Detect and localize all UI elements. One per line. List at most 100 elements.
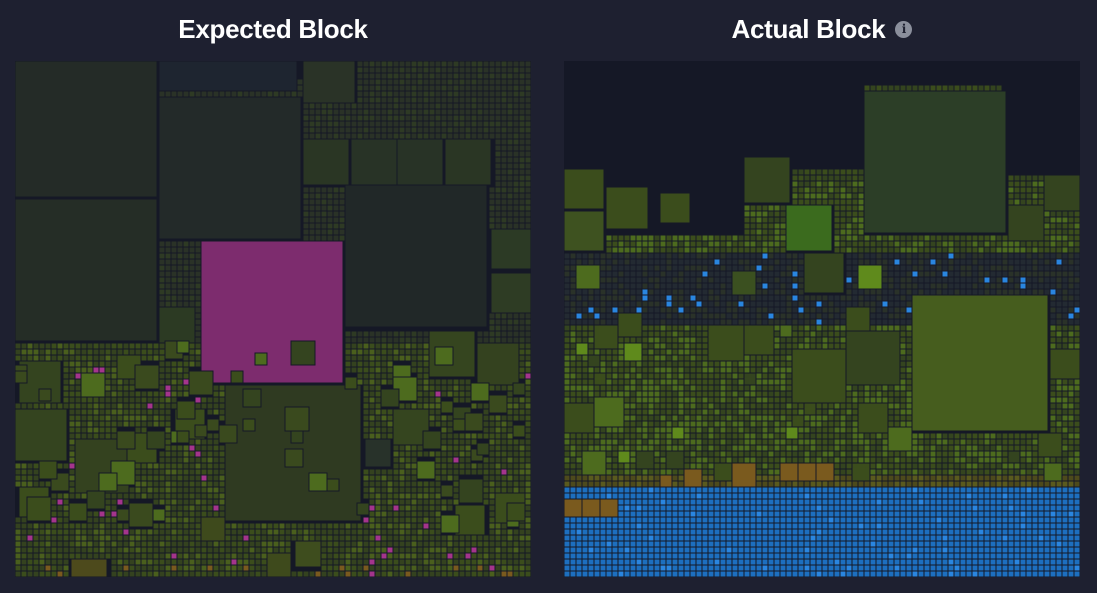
tx-cell[interactable] xyxy=(1073,234,1080,242)
tx-cell[interactable] xyxy=(725,378,733,386)
tx-cell[interactable] xyxy=(1013,276,1021,284)
tx-cell[interactable] xyxy=(611,366,619,374)
tx-cell[interactable] xyxy=(593,294,601,302)
tx-cell[interactable] xyxy=(176,534,184,542)
tx-cell[interactable] xyxy=(212,456,220,464)
tx-cell[interactable] xyxy=(1067,234,1075,242)
tx-cell[interactable] xyxy=(476,84,484,92)
tx-cell[interactable] xyxy=(791,312,799,320)
tx-cell[interactable] xyxy=(368,432,376,440)
tx-cell[interactable] xyxy=(899,402,907,410)
tx-cell[interactable] xyxy=(653,450,661,458)
tx-cell[interactable] xyxy=(851,300,859,308)
tx-cell[interactable] xyxy=(815,300,823,308)
tx-cell[interactable] xyxy=(791,456,799,464)
tx-cell[interactable] xyxy=(374,414,382,422)
tx-block[interactable] xyxy=(434,346,454,366)
tx-cell[interactable] xyxy=(116,396,124,404)
tx-cell[interactable] xyxy=(446,96,454,104)
tx-cell[interactable] xyxy=(809,438,817,446)
tx-cell[interactable] xyxy=(935,252,943,260)
tx-cell[interactable] xyxy=(368,330,376,338)
tx-cell[interactable] xyxy=(761,258,769,266)
tx-cell[interactable] xyxy=(86,546,94,554)
tx-cell[interactable] xyxy=(683,378,691,386)
tx-cell[interactable] xyxy=(320,564,328,572)
tx-cell[interactable] xyxy=(476,534,484,542)
tx-cell[interactable] xyxy=(374,552,382,560)
tx-cell[interactable] xyxy=(56,492,64,500)
tx-cell[interactable] xyxy=(350,564,358,572)
tx-cell[interactable] xyxy=(587,348,595,356)
tx-cell[interactable] xyxy=(512,210,520,218)
tx-cell[interactable] xyxy=(623,240,631,248)
tx-cell[interactable] xyxy=(839,330,847,338)
tx-cell[interactable] xyxy=(671,318,679,326)
tx-cell[interactable] xyxy=(731,414,739,422)
tx-cell[interactable] xyxy=(701,282,709,290)
tx-cell[interactable] xyxy=(929,270,937,278)
tx-cell[interactable] xyxy=(797,186,805,194)
tx-cell[interactable] xyxy=(110,396,118,404)
tx-cell[interactable] xyxy=(809,300,817,308)
tx-cell[interactable] xyxy=(422,342,430,350)
tx-cell[interactable] xyxy=(1049,210,1057,218)
tx-cell[interactable] xyxy=(512,126,520,134)
tx-cell[interactable] xyxy=(410,61,418,68)
tx-cell[interactable] xyxy=(611,450,619,458)
tx-cell[interactable] xyxy=(500,528,508,536)
tx-cell[interactable] xyxy=(707,408,715,416)
tx-cell[interactable] xyxy=(15,558,22,566)
tx-cell[interactable] xyxy=(332,534,340,542)
tx-cell[interactable] xyxy=(146,462,154,470)
tx-cell[interactable] xyxy=(665,432,673,440)
tx-cell[interactable] xyxy=(809,174,817,182)
tx-cell[interactable] xyxy=(1049,330,1057,338)
tx-cell[interactable] xyxy=(74,396,82,404)
tx-cell[interactable] xyxy=(512,198,520,206)
tx-cell[interactable] xyxy=(500,138,508,146)
tx-cell[interactable] xyxy=(587,258,595,266)
tx-cell[interactable] xyxy=(641,348,649,356)
tx-cell[interactable] xyxy=(725,252,733,260)
tx-cell[interactable] xyxy=(80,366,88,374)
tx-cell[interactable] xyxy=(494,486,502,494)
tx-cell[interactable] xyxy=(356,78,364,86)
tx-cell[interactable] xyxy=(755,414,763,422)
tx-cell[interactable] xyxy=(773,372,781,380)
tx-cell[interactable] xyxy=(206,552,214,560)
tx-cell[interactable] xyxy=(683,252,691,260)
tx-cell[interactable] xyxy=(677,252,685,260)
tx-cell[interactable] xyxy=(404,96,412,104)
tx-cell[interactable] xyxy=(464,552,472,560)
tx-cell[interactable] xyxy=(677,378,685,386)
tx-cell[interactable] xyxy=(833,336,841,344)
tx-cell[interactable] xyxy=(791,282,799,290)
tx-cell[interactable] xyxy=(464,444,472,452)
tx-cell[interactable] xyxy=(92,360,100,368)
tx-cell[interactable] xyxy=(410,522,418,530)
tx-cell[interactable] xyxy=(839,222,847,230)
tx-cell[interactable] xyxy=(959,246,967,254)
tx-cell[interactable] xyxy=(845,300,853,308)
tx-cell[interactable] xyxy=(464,564,472,572)
tx-cell[interactable] xyxy=(386,492,394,500)
tx-cell[interactable] xyxy=(194,264,202,272)
tx-cell[interactable] xyxy=(599,348,607,356)
tx-cell[interactable] xyxy=(86,510,94,518)
tx-cell[interactable] xyxy=(1049,378,1057,386)
tx-cell[interactable] xyxy=(194,312,202,320)
tx-cell[interactable] xyxy=(68,396,76,404)
tx-block[interactable] xyxy=(803,252,845,294)
tx-cell[interactable] xyxy=(851,234,859,242)
tx-cell[interactable] xyxy=(983,270,991,278)
tx-cell[interactable] xyxy=(146,534,154,542)
tx-cell[interactable] xyxy=(707,456,715,464)
tx-cell[interactable] xyxy=(773,234,781,242)
tx-cell[interactable] xyxy=(446,78,454,86)
tx-cell[interactable] xyxy=(500,450,508,458)
tx-cell[interactable] xyxy=(404,342,412,350)
tx-cell[interactable] xyxy=(755,408,763,416)
tx-cell[interactable] xyxy=(488,498,496,506)
tx-cell[interactable] xyxy=(1037,258,1045,266)
